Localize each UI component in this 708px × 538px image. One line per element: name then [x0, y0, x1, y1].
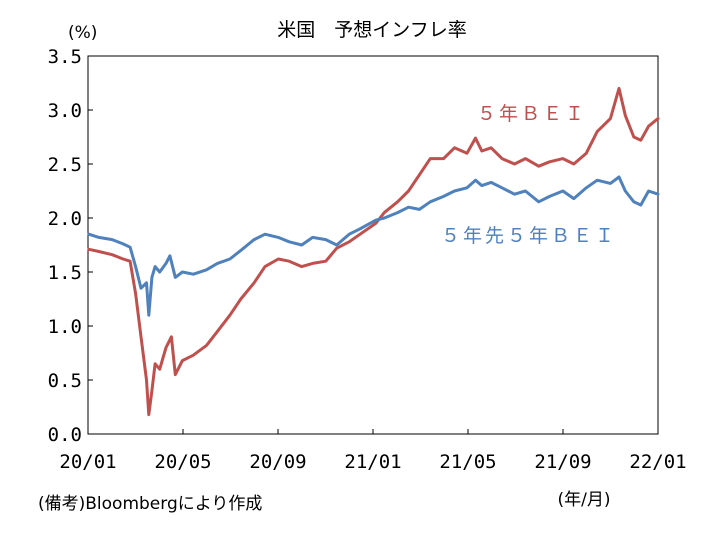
x-tick-label: 20/01: [59, 451, 116, 473]
y-tick-label: 1.5: [48, 262, 82, 284]
y-tick-label: 2.0: [48, 208, 82, 230]
series-label-5y5y-bei: ５年先５年ＢＥＩ: [441, 225, 617, 247]
y-tick-label: 3.5: [48, 46, 82, 68]
series-line-5y5y-bei: [87, 175, 660, 317]
x-tick-label: 21/01: [344, 451, 401, 473]
y-tick-label: 1.0: [48, 316, 82, 338]
x-axis: 20/01 20/05 20/09 21/01 21/05 21/09 22/01: [59, 429, 687, 473]
x-tick-label: 21/09: [534, 451, 591, 473]
x-tick-label: 22/01: [629, 451, 686, 473]
y-tick-label: 3.0: [48, 100, 82, 122]
series-lines: [87, 86, 660, 417]
y-tick-label: 2.5: [48, 154, 82, 176]
chart-title: 米国 予想インフレ率: [277, 19, 466, 41]
y-tick-label: 0.0: [48, 424, 82, 446]
y-axis: 0.0 0.5 1.0 1.5 2.0 2.5 3.0 3.5: [48, 46, 93, 446]
y-tick-label: 0.5: [48, 370, 82, 392]
x-tick-label: 20/09: [249, 451, 306, 473]
x-tick-label: 21/05: [439, 451, 496, 473]
y-unit-label: (%): [68, 23, 97, 43]
series-label-5y-bei: ５年ＢＥＩ: [477, 103, 587, 125]
series-line-5y-bei: [87, 86, 660, 417]
x-tick-label: 20/05: [154, 451, 211, 473]
source-note: (備考)Bloombergにより作成: [38, 494, 262, 514]
x-axis-title: (年/月): [558, 490, 611, 510]
